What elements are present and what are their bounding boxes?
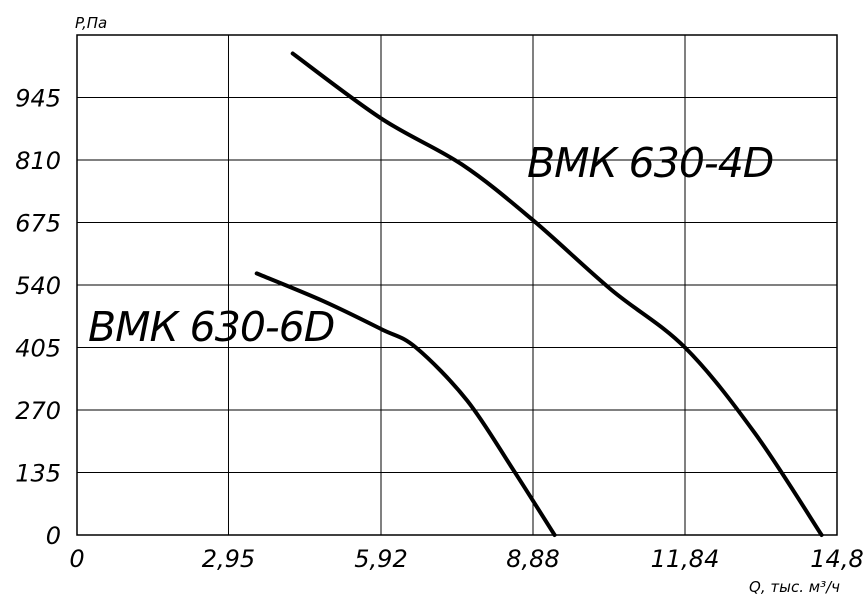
x-tick-label: 14,8 — [810, 545, 863, 573]
x-tick-label: 2,95 — [202, 545, 255, 573]
y-tick-label: 270 — [15, 397, 61, 425]
x-tick-label: 11,84 — [651, 545, 720, 573]
x-tick-label: 8,88 — [506, 545, 559, 573]
y-tick-label: 0 — [46, 522, 61, 550]
grid-layer — [77, 35, 837, 535]
y-axis-title: P,Па — [75, 14, 107, 32]
label-layer: ВМК 630-4D ВМК 630-6D — [88, 139, 774, 351]
series-line-1 — [290, 51, 824, 537]
x-tick-label: 5,92 — [354, 545, 407, 573]
y-tick-label: 135 — [15, 460, 61, 488]
tick-layer: 0 135 270 405 540 675 810 945 0 2,95 5,92 8,88 11,84… — [15, 85, 864, 574]
y-tick-label: 675 — [15, 210, 61, 238]
series-label-1: ВМК 630-4D — [527, 139, 773, 187]
curve-layer — [254, 51, 824, 537]
x-axis-title: Q, тыс. м³/ч — [749, 578, 840, 596]
y-tick-label: 405 — [15, 335, 61, 363]
x-tick-label: 0 — [69, 545, 84, 573]
series-label-2: ВМК 630-6D — [88, 303, 334, 351]
y-tick-label: 945 — [15, 85, 61, 113]
y-tick-label: 810 — [15, 147, 61, 175]
plot-frame — [76, 34, 838, 536]
series-line-2 — [254, 271, 557, 537]
y-tick-label: 540 — [15, 272, 61, 300]
